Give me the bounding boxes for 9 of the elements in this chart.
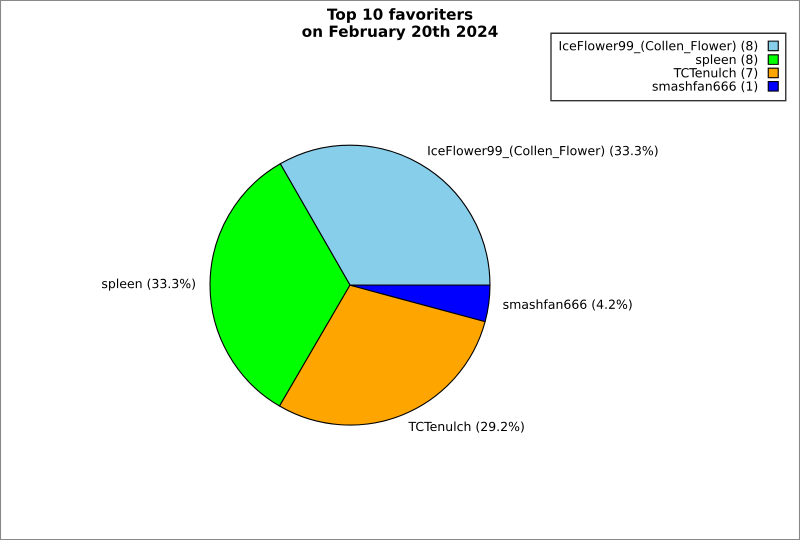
legend-label: spleen (8) [696,54,758,67]
legend-label: smashfan666 (1) [652,81,758,92]
legend-label: TCTenulch (7) [674,68,758,79]
data-label: IceFlower99_(Collen_Flower) (33.3%) [428,146,658,158]
data-label: TCTenulch (29.2%) [408,422,524,433]
data-label: smashfan666 (4.2%) [503,299,632,310]
legend-label: IceFlower99_(Collen_Flower) (8) [560,40,758,54]
chart-title: Top 10 favoriters on February 20th 2024 [302,8,498,40]
data-label: spleen (33.3%) [102,278,195,291]
